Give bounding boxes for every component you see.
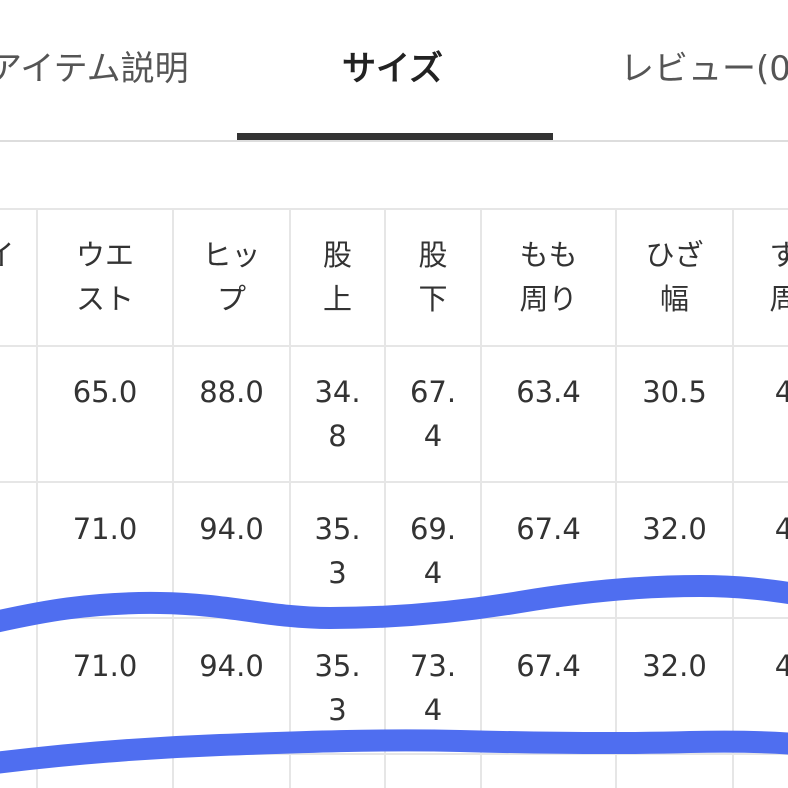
table-cell: 94.0 bbox=[199, 649, 264, 683]
table-cell: 35. 3 bbox=[314, 649, 361, 727]
tab-reviews[interactable]: レビュー(0 bbox=[620, 49, 788, 89]
table-cell: 67. 4 bbox=[409, 375, 457, 453]
header-cell-hip: ヒッ プ bbox=[202, 238, 261, 316]
table-cell: 71.0 bbox=[72, 512, 138, 546]
header-cell-partial: イ bbox=[0, 233, 20, 277]
table-cell: 63.4 bbox=[516, 375, 581, 409]
table-col-divider bbox=[172, 208, 174, 788]
table-cell: 67.4 bbox=[516, 649, 581, 683]
header-cell-knee: ひざ 幅 bbox=[645, 238, 704, 316]
table-cell: 69. 4 bbox=[409, 512, 457, 590]
table-col-divider bbox=[384, 208, 386, 788]
header-cell-thigh: もも 周り bbox=[519, 238, 578, 316]
table-col-divider bbox=[615, 208, 617, 788]
table-cell: 88.0 bbox=[199, 375, 264, 409]
table-cell: 67.4 bbox=[516, 512, 581, 546]
table-cell: 30.5 bbox=[642, 375, 707, 409]
table-cell: 34. 8 bbox=[314, 375, 361, 453]
table-cell: 32.0 bbox=[642, 512, 707, 546]
header-cell-waist: ウエ スト bbox=[75, 238, 134, 316]
table-cell: 65.0 bbox=[72, 375, 138, 409]
table-col-divider bbox=[289, 208, 291, 788]
table-cell: 32.0 bbox=[642, 649, 707, 683]
table-col-divider bbox=[732, 208, 734, 788]
table-col-divider bbox=[36, 208, 38, 788]
header-cell-inseam: 股 下 bbox=[418, 238, 448, 316]
tab-item-description[interactable]: アイテム説明 bbox=[0, 49, 189, 89]
tab-bar: アイテム説明 サイズ レビュー(0 bbox=[0, 0, 788, 142]
table-row-divider bbox=[0, 753, 788, 755]
tab-size[interactable]: サイズ bbox=[342, 49, 443, 89]
table-cell: 73. 4 bbox=[409, 649, 457, 727]
table-row-divider bbox=[0, 617, 788, 619]
header-cell-partial-right: す 周 bbox=[769, 238, 788, 316]
table-cell: 4 bbox=[774, 512, 788, 546]
table-cell: 4 bbox=[774, 375, 788, 409]
table-row-divider bbox=[0, 345, 788, 347]
table-cell: 71.0 bbox=[72, 649, 138, 683]
table-cell: 94.0 bbox=[199, 512, 264, 546]
table-cell: 35. 3 bbox=[314, 512, 361, 590]
header-cell-rise: 股 上 bbox=[322, 238, 352, 316]
table-row-divider bbox=[0, 481, 788, 483]
table-border-top bbox=[0, 208, 788, 210]
table-cell: 4 bbox=[774, 649, 788, 683]
table-col-divider bbox=[480, 208, 482, 788]
active-tab-indicator bbox=[237, 133, 553, 140]
